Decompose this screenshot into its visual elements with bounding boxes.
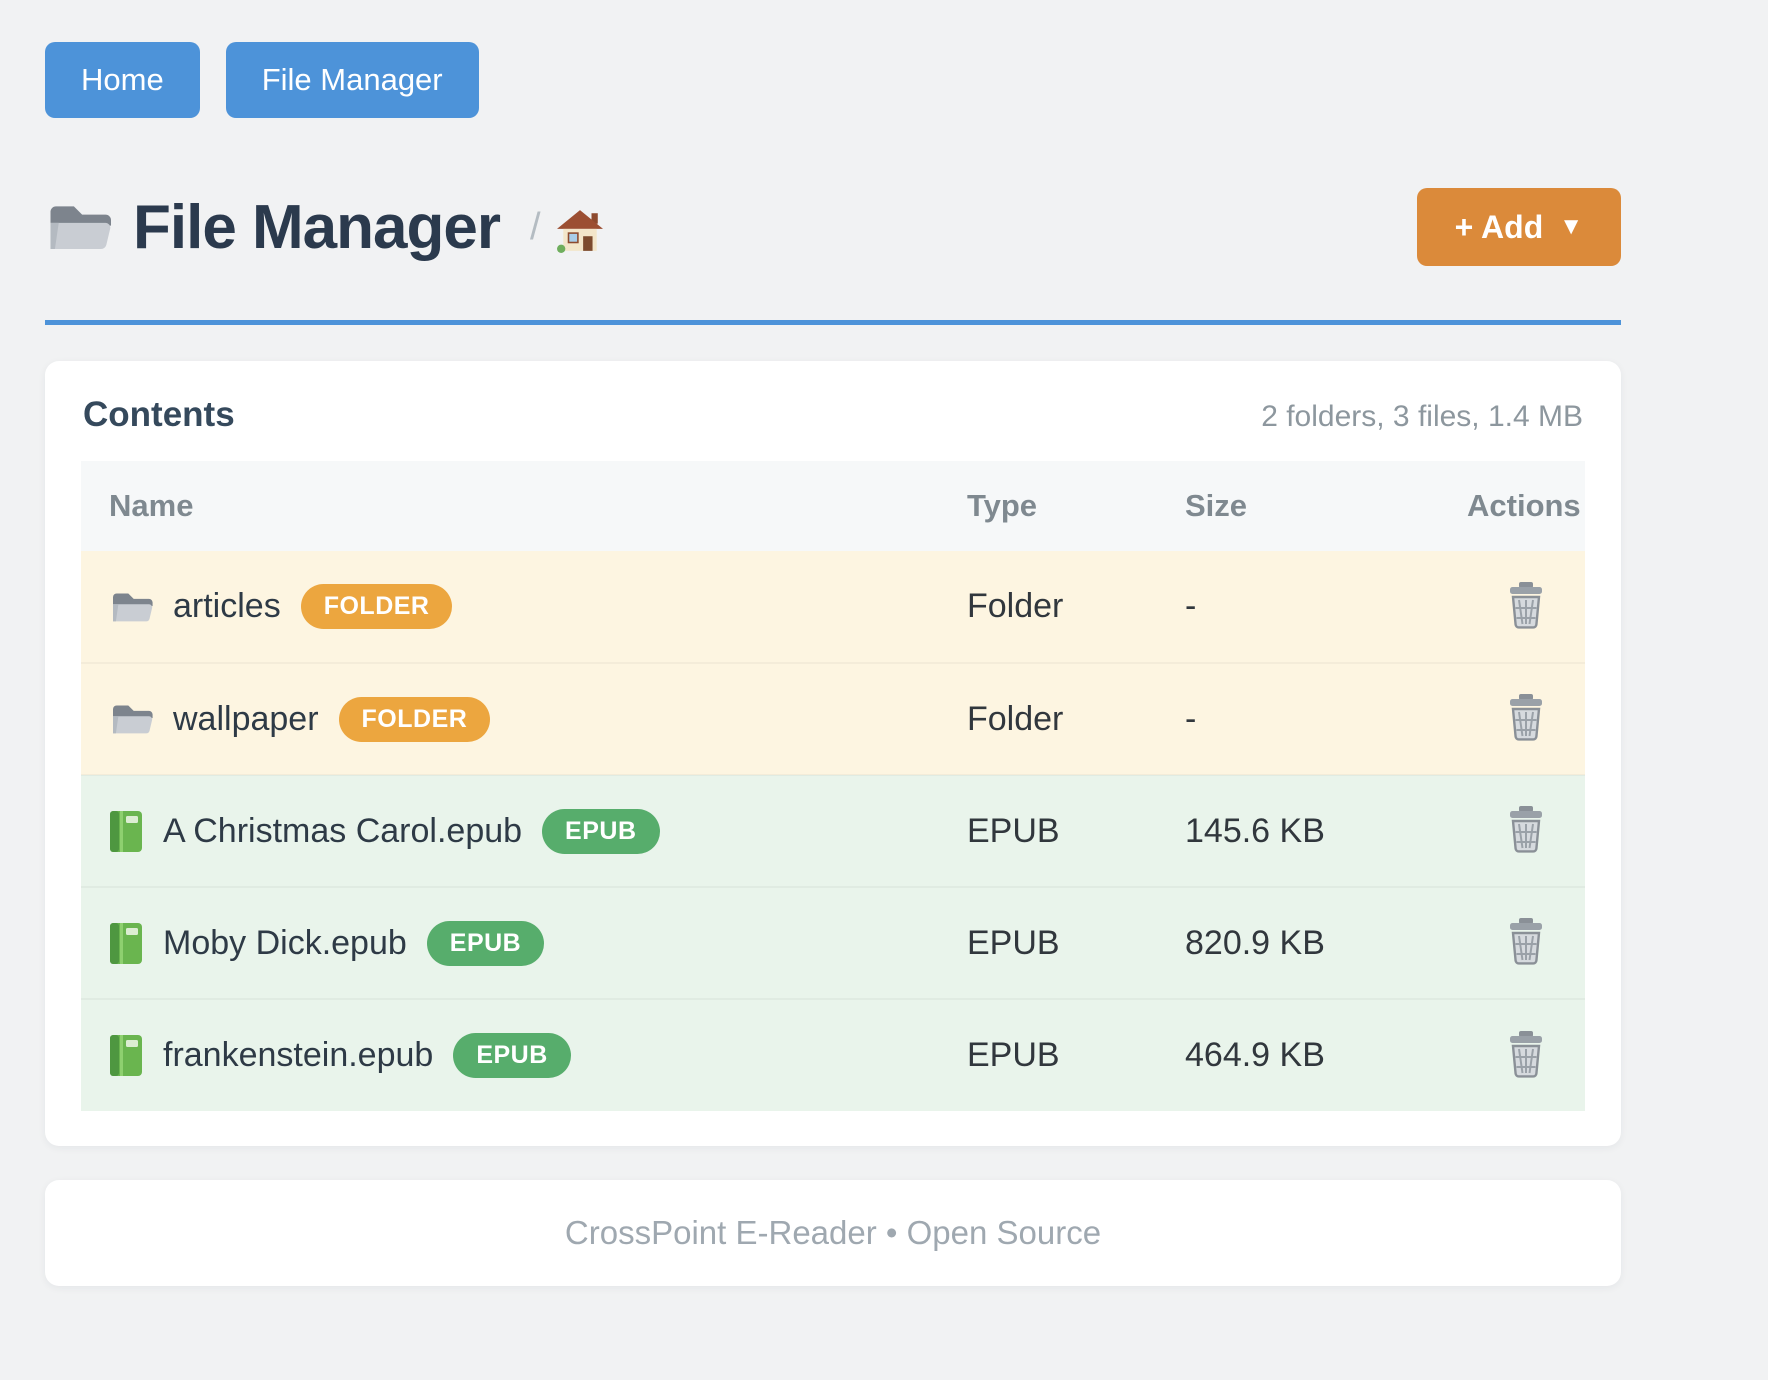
- column-header-name: Name: [81, 461, 967, 551]
- folder-icon: [50, 206, 111, 250]
- nav-home-button[interactable]: Home: [45, 42, 200, 118]
- delete-button[interactable]: [1500, 800, 1552, 859]
- actions-cell: [1467, 999, 1585, 1111]
- name-cell[interactable]: Moby Dick.epub EPUB: [81, 887, 967, 999]
- add-button[interactable]: + Add ▼: [1416, 188, 1621, 266]
- actions-cell: [1467, 775, 1585, 887]
- breadcrumb: /: [530, 205, 541, 248]
- file-table-body: articles FOLDER Folder - wallpaper FOLDE…: [81, 551, 1585, 1111]
- type-badge: EPUB: [453, 1033, 571, 1078]
- delete-button[interactable]: [1500, 1025, 1552, 1084]
- folder-icon: [113, 705, 153, 734]
- type-badge: FOLDER: [338, 696, 491, 742]
- book-icon: [110, 922, 142, 964]
- type-badge: EPUB: [426, 920, 545, 966]
- title-group: File Manager /: [45, 192, 603, 263]
- column-header-actions: Actions: [1467, 461, 1585, 551]
- column-header-size: Size: [1185, 461, 1467, 551]
- size-cell: -: [1185, 699, 1197, 738]
- size-cell: -: [1185, 587, 1197, 625]
- contents-card: Contents 2 folders, 3 files, 1.4 MB Name…: [45, 361, 1621, 1146]
- trash-icon: [1508, 581, 1544, 629]
- table-row: Moby Dick.epub EPUB EPUB 820.9 KB: [81, 887, 1585, 999]
- file-table: Name Type Size Actions articles FOLDER F…: [81, 461, 1585, 1111]
- contents-card-header: Contents 2 folders, 3 files, 1.4 MB: [81, 395, 1585, 435]
- type-badge: FOLDER: [300, 584, 453, 629]
- type-cell: EPUB: [967, 811, 1060, 850]
- trash-icon: [1508, 694, 1544, 741]
- size-cell: 820.9 KB: [1185, 923, 1325, 962]
- size-cell: 145.6 KB: [1185, 811, 1325, 850]
- actions-cell: [1467, 551, 1585, 663]
- trash-icon: [1508, 918, 1544, 965]
- table-row: frankenstein.epub EPUB EPUB 464.9 KB: [81, 999, 1585, 1111]
- contents-summary: 2 folders, 3 files, 1.4 MB: [1261, 400, 1583, 433]
- file-name[interactable]: articles: [173, 587, 281, 625]
- name-cell[interactable]: wallpaper FOLDER: [81, 663, 967, 775]
- table-header-row: Name Type Size Actions: [81, 461, 1585, 551]
- file-name[interactable]: wallpaper: [173, 699, 319, 738]
- delete-button[interactable]: [1500, 576, 1552, 635]
- chevron-down-icon: ▼: [1559, 213, 1583, 240]
- folder-icon: [113, 593, 153, 621]
- delete-button[interactable]: [1500, 688, 1552, 747]
- actions-cell: [1467, 663, 1585, 775]
- size-cell: 464.9 KB: [1185, 1036, 1325, 1074]
- actions-cell: [1467, 887, 1585, 999]
- type-cell: Folder: [967, 587, 1064, 625]
- name-cell[interactable]: frankenstein.epub EPUB: [81, 999, 967, 1111]
- type-cell: EPUB: [967, 1036, 1060, 1074]
- file-name[interactable]: A Christmas Carol.epub: [163, 811, 523, 850]
- house-icon[interactable]: [556, 209, 603, 253]
- contents-heading: Contents: [83, 395, 235, 434]
- page-header: File Manager / + Add ▼: [45, 188, 1621, 325]
- file-name[interactable]: frankenstein.epub: [163, 1036, 434, 1074]
- column-header-type: Type: [967, 461, 1185, 551]
- file-name[interactable]: Moby Dick.epub: [163, 923, 407, 962]
- book-icon: [110, 810, 142, 852]
- table-row: articles FOLDER Folder -: [81, 551, 1585, 663]
- trash-icon: [1508, 1030, 1544, 1078]
- table-row: wallpaper FOLDER Folder -: [81, 663, 1585, 775]
- type-cell: Folder: [967, 699, 1064, 738]
- add-button-label: + Add: [1454, 208, 1544, 245]
- book-icon: [110, 1035, 142, 1076]
- name-cell[interactable]: articles FOLDER: [81, 551, 967, 663]
- table-row: A Christmas Carol.epub EPUB EPUB 145.6 K…: [81, 775, 1585, 887]
- footer-card: CrossPoint E-Reader • Open Source: [45, 1180, 1621, 1286]
- delete-button[interactable]: [1500, 912, 1552, 971]
- nav-file-manager-button[interactable]: File Manager: [225, 42, 479, 118]
- page-container: Home File Manager File Manager / + Add ▼…: [45, 0, 1621, 1286]
- trash-icon: [1508, 806, 1544, 853]
- name-cell[interactable]: A Christmas Carol.epub EPUB: [81, 775, 967, 887]
- top-navigation: Home File Manager: [45, 42, 1621, 118]
- type-badge: EPUB: [542, 808, 660, 854]
- footer-text: CrossPoint E-Reader • Open Source: [564, 1214, 1102, 1251]
- type-cell: EPUB: [967, 923, 1060, 962]
- page-title: File Manager: [133, 192, 501, 262]
